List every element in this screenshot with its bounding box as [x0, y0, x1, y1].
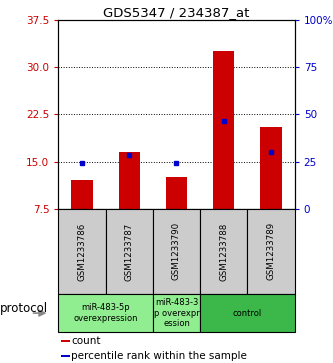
Text: protocol: protocol [0, 302, 49, 315]
Bar [71, 180, 93, 209]
Text: GSM1233790: GSM1233790 [172, 222, 181, 281]
Bar [61, 340, 70, 342]
Bar [213, 52, 234, 209]
Bar [200, 294, 295, 332]
Text: control: control [233, 309, 262, 318]
Bar [166, 177, 187, 209]
Bar [153, 294, 200, 332]
Bar [247, 209, 295, 294]
Bar [58, 209, 106, 294]
Text: GSM1233786: GSM1233786 [77, 222, 87, 281]
Bar [260, 127, 282, 209]
Bar [119, 152, 140, 209]
Text: GSM1233787: GSM1233787 [125, 222, 134, 281]
Bar [61, 355, 70, 357]
Text: GSM1233789: GSM1233789 [266, 222, 276, 281]
Text: count: count [71, 336, 101, 346]
Text: miR-483-5p
overexpression: miR-483-5p overexpression [73, 303, 138, 323]
Bar [106, 209, 153, 294]
Bar [153, 209, 200, 294]
Bar [58, 294, 153, 332]
Text: miR-483-3
p overexpr
ession: miR-483-3 p overexpr ession [154, 298, 199, 328]
Title: GDS5347 / 234387_at: GDS5347 / 234387_at [103, 6, 250, 19]
Text: percentile rank within the sample: percentile rank within the sample [71, 351, 247, 361]
Text: GSM1233788: GSM1233788 [219, 222, 228, 281]
Bar [200, 209, 247, 294]
